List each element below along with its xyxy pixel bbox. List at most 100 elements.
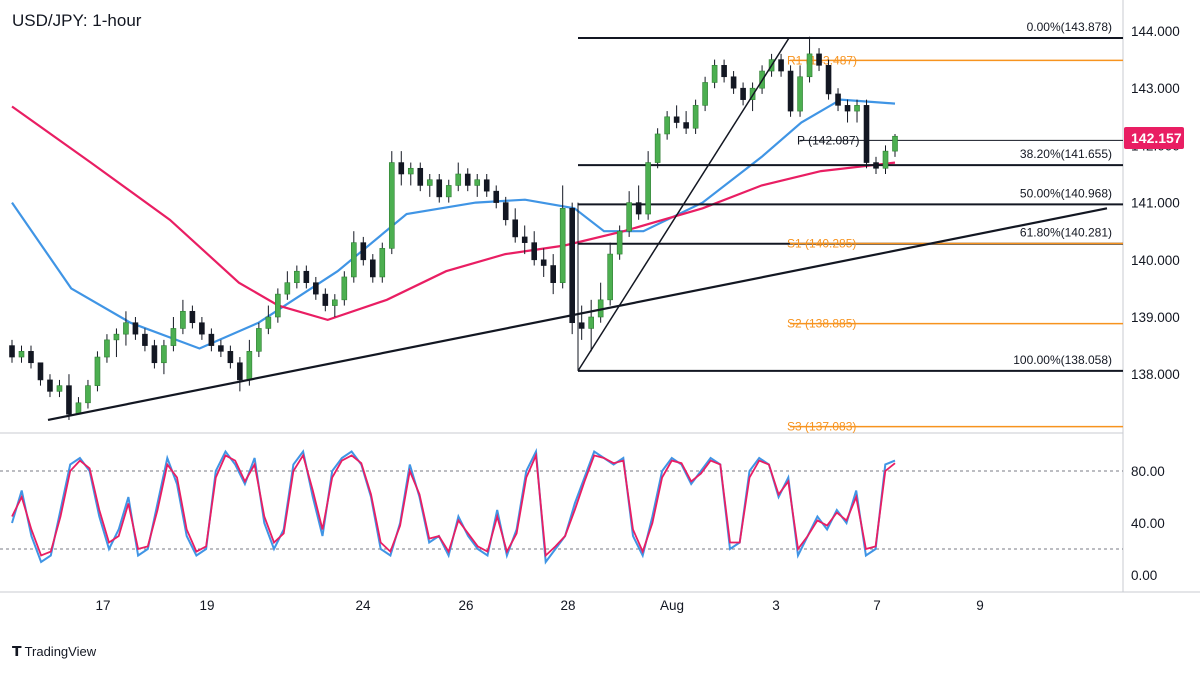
pivot-level-label: S3 (137.083) [787, 420, 856, 434]
pivot-level-label: P (142.087) [797, 133, 860, 147]
candle-body [28, 351, 34, 364]
time-tick-label: 7 [873, 598, 881, 613]
time-tick-label: 3 [772, 598, 780, 613]
chart-title: USD/JPY: 1-hour [12, 11, 142, 30]
candle-body [664, 116, 670, 135]
candle-body [645, 162, 651, 215]
candle-body [825, 65, 832, 95]
fib-level-label: 0.00%(143.878) [1027, 20, 1112, 34]
candle-body [47, 379, 53, 392]
candle-body [873, 162, 879, 169]
candle-body [275, 293, 281, 318]
candle-body [66, 385, 72, 415]
candle-body [740, 87, 746, 100]
candles [9, 36, 898, 420]
pivot-level-label: R1 (143.487) [787, 53, 857, 67]
time-tick-label: Aug [660, 598, 684, 613]
candle-body [313, 282, 319, 295]
candle-body [455, 173, 462, 186]
price-tick-label: 143.000 [1131, 81, 1180, 96]
fib-swing-line [577, 37, 790, 372]
candle-body [673, 116, 680, 123]
candle-body [341, 276, 348, 301]
candle-body [692, 105, 699, 129]
candle-body [303, 270, 310, 283]
candle-body [227, 351, 234, 364]
candle-body [445, 185, 452, 198]
candle-body [521, 236, 528, 243]
candle-body [512, 219, 519, 238]
candle-body [246, 351, 253, 381]
price-tick-label: 138.000 [1131, 367, 1180, 382]
candle-body [882, 150, 889, 169]
oscillator-tick-label: 80.00 [1131, 464, 1165, 479]
candle-body [322, 293, 329, 306]
candle-body [332, 299, 338, 306]
candle-body [835, 93, 841, 106]
moving-averages [11, 98, 896, 350]
horizontal-levels: 0.00%(143.878) 38.20%(141.655) 50.00%(140.… [578, 20, 1123, 434]
candle-body [369, 259, 376, 278]
candle-body [502, 202, 509, 221]
price-tick-label: 140.000 [1131, 253, 1180, 268]
tradingview-brand[interactable]: 𝗧 TradingView [12, 643, 96, 660]
candle-body [540, 259, 547, 266]
candle-body [180, 310, 186, 329]
candle-body [474, 179, 481, 186]
candle-body [189, 310, 196, 324]
candle-body [379, 248, 386, 278]
time-tick-label: 19 [199, 598, 214, 613]
oscillator-tick-label: 0.00 [1131, 568, 1157, 583]
stoch-k-line [11, 447, 896, 565]
candle-body [56, 385, 63, 392]
fib-level-label: 100.00%(138.058) [1013, 353, 1112, 367]
candle-body [360, 242, 367, 261]
candle-body [683, 122, 689, 129]
oscillator-tick-label: 40.00 [1131, 516, 1165, 531]
stoch-d-line [11, 451, 896, 558]
price-tick-label: 141.000 [1131, 196, 1180, 211]
fib-level-label: 50.00%(140.968) [1020, 186, 1112, 200]
candle-body [816, 53, 822, 66]
fib-level-label: 61.80%(140.281) [1020, 226, 1112, 240]
current-price-tag[interactable]: 142.157 [1124, 127, 1184, 149]
candle-body [265, 316, 272, 329]
time-tick-label: 17 [95, 598, 110, 613]
candle-body [787, 70, 794, 112]
candle-body [702, 82, 708, 106]
candle-body [132, 322, 139, 335]
tradingview-logo-icon: 𝗧 [12, 643, 22, 659]
candle-body [778, 59, 784, 72]
candle-body [806, 53, 813, 78]
pivot-level-label: S1 (140.285) [787, 236, 856, 250]
price-tick-label: 139.000 [1131, 310, 1180, 325]
candle-body [616, 230, 623, 255]
candle-body [256, 328, 262, 352]
candle-body [607, 253, 613, 301]
moving-average-line [11, 105, 896, 322]
candle-body [218, 345, 224, 352]
candle-body [208, 333, 215, 346]
candle-body [170, 328, 177, 346]
candle-body [113, 333, 120, 341]
candle-body [94, 356, 101, 386]
candle-body [294, 270, 300, 283]
candle-body [854, 105, 860, 112]
candle-body [550, 265, 556, 283]
candle-body [588, 316, 594, 329]
axes: 144.000143.000142.000141.000140.000139.0… [95, 24, 1179, 613]
time-tick-label: 9 [976, 598, 984, 613]
candle-body [626, 202, 632, 232]
candle-body [578, 322, 585, 329]
candle-body [123, 322, 129, 335]
candle-body [711, 65, 718, 83]
candle-body [569, 208, 575, 324]
time-tick-label: 24 [355, 598, 371, 613]
candle-body [654, 133, 661, 163]
candle-body [531, 242, 538, 261]
candle-body [464, 173, 471, 186]
current-price-label: 142.157 [1131, 130, 1182, 146]
candle-body [426, 179, 433, 186]
candle-body [892, 135, 898, 152]
